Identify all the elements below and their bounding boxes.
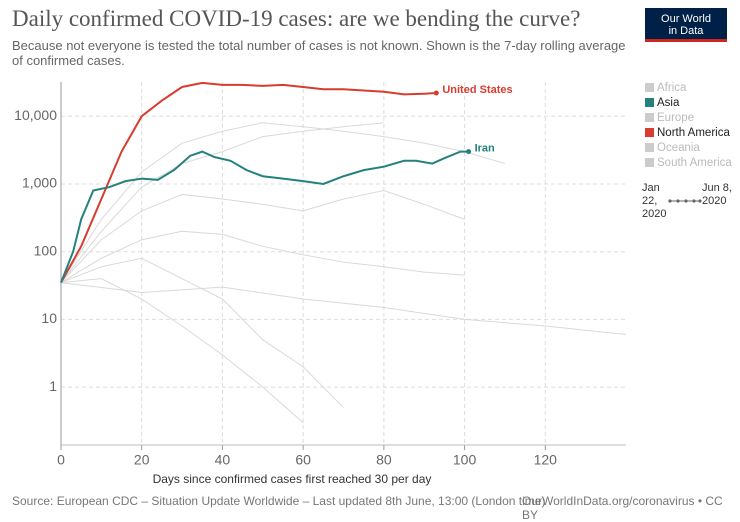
y-tick-label: 10,000 <box>14 107 57 123</box>
background-line <box>60 230 465 284</box>
footer-link[interactable]: OurWorldInData.org/coronavirus • CC BY <box>522 494 723 522</box>
background-line <box>60 122 384 283</box>
timeline-dot <box>668 199 672 203</box>
y-tick-label: 1 <box>49 378 57 394</box>
background-line <box>60 278 304 423</box>
x-tick-label: 0 <box>57 452 65 468</box>
source: Source: European CDC – Situation Update … <box>12 494 546 508</box>
timeline-dot <box>684 199 688 203</box>
legend-label[interactable]: Asia <box>657 97 680 109</box>
timeline-dot <box>692 199 696 203</box>
timeline-start[interactable]: Jan 22, 2020 <box>642 182 667 220</box>
series-label: United States <box>442 84 512 96</box>
legend-swatch <box>645 158 654 167</box>
background-line <box>60 257 344 408</box>
series-line <box>60 81 437 284</box>
series-end-dot <box>433 90 439 96</box>
timeline-end[interactable]: Jun 8, 2020 <box>702 182 732 207</box>
y-tick-label: 1,000 <box>22 175 57 191</box>
x-tick-label: 120 <box>534 452 558 468</box>
legend-label[interactable]: North America <box>657 127 730 139</box>
chart-subtitle: Because not everyone is tested the total… <box>12 38 626 68</box>
series-line <box>60 150 469 283</box>
legend-swatch <box>645 98 654 107</box>
logo[interactable]: Our World in Data <box>645 8 727 42</box>
legend-label[interactable]: South America <box>657 157 732 169</box>
background-line <box>60 282 627 335</box>
legend-label[interactable]: Africa <box>657 82 687 94</box>
chart-title: Daily confirmed COVID-19 cases: are we b… <box>12 6 581 31</box>
x-tick-label: 40 <box>215 452 231 468</box>
legend-label[interactable]: Europe <box>657 112 694 124</box>
background-line <box>60 190 465 283</box>
timeline-dot <box>676 199 680 203</box>
x-axis-label: Days since confirmed cases first reached… <box>153 472 432 486</box>
timeline-dot <box>698 199 702 203</box>
y-tick-label: 10 <box>41 310 57 326</box>
legend-swatch <box>645 143 654 152</box>
x-tick-label: 20 <box>134 452 150 468</box>
x-tick-label: 80 <box>376 452 392 468</box>
y-tick-label: 100 <box>34 242 58 258</box>
x-tick-label: 60 <box>295 452 311 468</box>
series-label: Iran <box>475 143 495 155</box>
legend-swatch <box>645 83 654 92</box>
series-end-dot <box>466 149 472 155</box>
x-tick-label: 100 <box>453 452 477 468</box>
legend-label[interactable]: Oceania <box>657 142 700 154</box>
legend-swatch <box>645 128 654 137</box>
logo-text: Our World in Data <box>661 13 711 37</box>
legend-swatch <box>645 113 654 122</box>
